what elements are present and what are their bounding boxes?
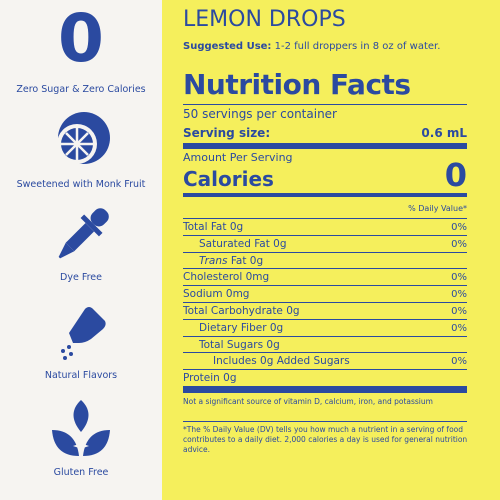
nutrition-panel: LEMON DROPS Suggested Use: 1-2 full drop… [162, 0, 500, 500]
nutrient-label-italic: Trans [199, 254, 228, 267]
daily-value: 0% [451, 356, 467, 368]
nutrient-label-text: Includes 0g Added Sugars [213, 355, 350, 368]
row-rule [183, 285, 467, 287]
nutrient-label: Cholesterol 0mg [183, 269, 269, 286]
rule [183, 421, 467, 422]
suggested-use-label: Suggested Use: [183, 41, 272, 52]
daily-value: 0% [451, 238, 467, 250]
hand-icon [61, 307, 106, 360]
nutrient-label-text: Fat 0g [230, 254, 264, 267]
feature-label: Gluten Free [53, 467, 109, 478]
footnote: Not a significant source of vitamin D, c… [183, 397, 433, 406]
medium-rule [183, 193, 467, 197]
nutrient-label: Total Carbohydrate 0g [183, 303, 300, 320]
nutrient-label-text: Protein 0g [183, 372, 237, 385]
serving-size-label: Serving size: [183, 126, 271, 140]
feature-label: Zero Sugar & Zero Calories [16, 84, 146, 95]
nutrient-label: Total Sugars 0g [199, 337, 280, 354]
nutrient-row: Dietary Fiber 0g 0% [183, 320, 467, 337]
nutrient-row: Cholesterol 0mg 0% [183, 269, 467, 286]
nutrient-label: Trans Fat 0g [199, 253, 263, 270]
nutrient-label-text: Total Sugars 0g [199, 338, 280, 351]
row-rule [183, 335, 467, 337]
nutrient-label-text: Dietary Fiber 0g [199, 321, 284, 334]
row-rule [183, 369, 467, 371]
nutrient-row: Includes 0g Added Sugars 0% [183, 353, 467, 370]
nutrient-row: Total Fat 0g 0% [183, 219, 467, 236]
calories-label: Calories [183, 167, 274, 191]
dropper-icon [58, 208, 109, 259]
daily-value: 0% [451, 289, 467, 301]
nutrient-row: Trans Fat 0g [183, 253, 467, 270]
daily-value: 0% [451, 322, 467, 334]
daily-value: 0% [451, 306, 467, 317]
nutrient-row: Sodium 0mg 0% [183, 286, 467, 303]
row-rule [183, 234, 467, 236]
row-rule [183, 318, 467, 320]
footnote: *The % Daily Value (DV) tells you how mu… [183, 425, 468, 454]
nutrient-label-text: Total Carbohydrate 0g [183, 305, 300, 317]
row-rule [183, 302, 467, 303]
nutrient-label: Saturated Fat 0g [199, 236, 287, 253]
zero-symbol: 0 [58, 0, 104, 77]
daily-value: 0% [451, 272, 467, 284]
dv-header: % Daily Value* [408, 204, 467, 213]
nutrient-label-text: Saturated Fat 0g [199, 237, 287, 250]
rule [183, 104, 467, 105]
nutrient-row: Total Carbohydrate 0g 0% [183, 303, 467, 320]
serving-size-value: 0.6 mL [421, 126, 467, 140]
nutrient-label: Total Fat 0g [183, 219, 243, 236]
row-rule [183, 352, 467, 354]
product-name: LEMON DROPS [183, 7, 346, 32]
nutrient-label: Dietary Fiber 0g [199, 320, 283, 337]
daily-value: 0% [451, 222, 467, 233]
thick-rule [183, 386, 467, 393]
thick-rule [183, 143, 467, 149]
facts-title: Nutrition Facts [183, 68, 411, 101]
feature-column: 0 Zero Sugar & Zero Calories Sweetened w… [0, 0, 162, 500]
lemon-icon [57, 112, 110, 164]
nutrient-label: Sodium 0mg [183, 286, 249, 303]
calories-value: 0 [444, 156, 467, 194]
nutrient-label-text: Sodium 0mg [183, 288, 250, 301]
feature-label: Sweetened with Monk Fruit [16, 179, 146, 190]
nutrient-label-text: Cholesterol 0mg [183, 271, 270, 284]
nutrient-label: Includes 0g Added Sugars [213, 353, 350, 370]
row-rule [183, 218, 467, 219]
suggested-use: Suggested Use: 1-2 full droppers in 8 oz… [183, 40, 440, 54]
row-rule [183, 268, 467, 270]
nutrient-label: Protein 0g [183, 370, 237, 387]
servings: 50 servings per container [183, 107, 337, 121]
amount-per-serving: Amount Per Serving [183, 151, 293, 164]
nutrient-label-text: Total Fat 0g [183, 221, 244, 233]
nutrient-row: Protein 0g [183, 370, 467, 387]
row-rule [183, 251, 467, 253]
leaf-icon [52, 400, 110, 456]
nutrient-row: Total Sugars 0g [183, 337, 467, 354]
feature-label: Natural Flavors [44, 370, 118, 381]
feature-label: Dye Free [60, 272, 102, 283]
nutrient-row: Saturated Fat 0g 0% [183, 236, 467, 253]
suggested-use-text: 1-2 full droppers in 8 oz of water. [274, 41, 441, 52]
